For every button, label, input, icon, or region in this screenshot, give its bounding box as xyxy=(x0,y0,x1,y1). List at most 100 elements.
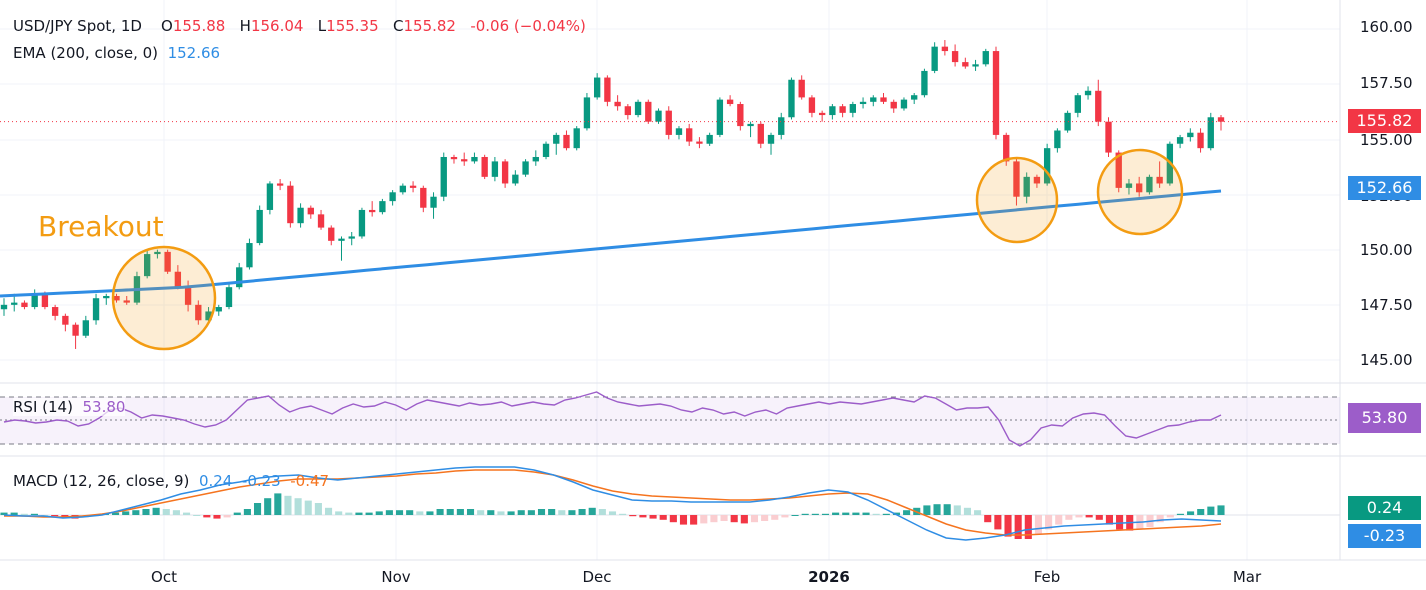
candle-body xyxy=(1207,117,1214,149)
rsi-label[interactable]: RSI (14) xyxy=(13,398,73,416)
macd-histogram-bar xyxy=(152,507,160,515)
candle-body xyxy=(338,238,345,241)
macd-histogram-bar xyxy=(1045,515,1053,530)
macd-histogram-bar xyxy=(375,511,383,515)
candle-body xyxy=(553,134,560,144)
ema-label[interactable]: EMA (200, close, 0) xyxy=(13,44,159,62)
macd-legend: MACD (12, 26, close, 9) 0.24 -0.23 -0.47 xyxy=(13,472,329,490)
macd-histogram-bar xyxy=(233,512,241,515)
low-label: L xyxy=(317,17,327,35)
candle-body xyxy=(849,104,857,113)
candle-body xyxy=(921,70,928,96)
macd-histogram-bar xyxy=(903,510,911,515)
macd-histogram-bar xyxy=(264,498,272,515)
candle-body xyxy=(21,302,28,308)
candle-body xyxy=(583,97,591,129)
symbol-label[interactable]: USD/JPY Spot, 1D xyxy=(13,17,142,35)
candle-body xyxy=(205,311,212,321)
macd-histogram-bar xyxy=(669,515,677,523)
candle-body xyxy=(481,156,488,177)
candle-body xyxy=(634,101,642,116)
macd-histogram-bar xyxy=(639,515,647,518)
candle-body xyxy=(1146,176,1153,193)
candle-body xyxy=(11,302,18,305)
macd-histogram-bar xyxy=(1004,515,1012,537)
high-value: 156.04 xyxy=(250,17,304,35)
macd-histogram-bar xyxy=(223,515,231,518)
macd-histogram-bar xyxy=(588,507,596,515)
ema-legend: EMA (200, close, 0) 152.66 xyxy=(13,44,220,62)
macd-histogram-bar xyxy=(294,498,302,515)
macd-histogram-bar xyxy=(1156,515,1164,523)
macd-histogram-bar xyxy=(1014,515,1022,539)
macd-histogram-bar xyxy=(274,493,282,515)
macd-histogram-bar xyxy=(558,510,566,515)
time-tick: Oct xyxy=(151,568,177,586)
time-tick: Mar xyxy=(1232,568,1262,586)
macd-histogram-bar xyxy=(882,513,890,515)
macd-histogram-bar xyxy=(1176,513,1184,515)
macd-histogram-bar xyxy=(953,505,961,515)
rsi-badge: 53.80 xyxy=(1348,403,1421,433)
candle-body xyxy=(1197,132,1204,149)
macd-hist-value: -0.47 xyxy=(290,472,330,490)
macd-histogram-bar xyxy=(304,500,312,515)
price-tick: 147.50 xyxy=(1360,296,1413,314)
change-value: -0.06 (−0.04%) xyxy=(470,17,586,35)
macd-histogram-bar xyxy=(730,515,738,523)
macd-label[interactable]: MACD (12, 26, close, 9) xyxy=(13,472,190,490)
macd-histogram-bar xyxy=(517,510,525,515)
time-tick: Feb xyxy=(1033,568,1061,586)
macd-histogram-bar xyxy=(1024,515,1032,539)
macd-histogram-bar xyxy=(395,510,404,515)
candle-body xyxy=(522,161,529,175)
macd-histogram-bar xyxy=(30,513,38,515)
macd-histogram-bar xyxy=(0,512,8,515)
open-value: 155.88 xyxy=(172,17,226,35)
candle-body xyxy=(1013,161,1020,197)
price-tick: 157.50 xyxy=(1360,74,1413,92)
candle-body xyxy=(818,112,826,116)
macd-histogram-bar xyxy=(385,510,393,515)
candle-body xyxy=(880,97,887,102)
candle-body xyxy=(215,307,222,312)
open-label: O xyxy=(161,17,173,35)
macd-histogram-bar xyxy=(193,515,201,516)
macd-histogram-bar xyxy=(821,513,830,515)
candle-body xyxy=(1156,176,1163,184)
candle-body xyxy=(808,97,816,113)
candle-body xyxy=(737,104,744,127)
candle-body xyxy=(399,185,407,193)
candle-body xyxy=(491,161,499,177)
candle-body xyxy=(1003,134,1010,162)
candle-body xyxy=(358,209,366,237)
candle-body xyxy=(962,62,969,67)
macd-histogram-bar xyxy=(365,512,373,515)
close-value: 155.82 xyxy=(403,17,456,35)
high-label: H xyxy=(239,17,251,35)
macd-histogram-bar xyxy=(1197,509,1205,515)
candle-body xyxy=(450,156,458,160)
macd-histogram-bar xyxy=(456,509,464,515)
macd-histogram-bar xyxy=(477,510,485,515)
macd-histogram-bar xyxy=(203,515,211,518)
macd-histogram-bar xyxy=(406,510,414,515)
candle-body xyxy=(409,185,417,188)
candle-body xyxy=(1023,176,1030,197)
candle-body xyxy=(307,207,314,215)
macd-histogram-bar xyxy=(649,515,657,519)
macd-histogram-bar xyxy=(679,515,688,525)
candle-body xyxy=(368,209,376,213)
macd-histogram-bar xyxy=(51,515,59,517)
macd-histogram-bar xyxy=(771,515,779,520)
candle-body xyxy=(624,106,632,116)
macd-histogram-bar xyxy=(1085,515,1093,518)
macd-histogram-bar xyxy=(284,495,292,515)
macd-histogram-bar xyxy=(578,509,586,515)
macd-histogram-bar xyxy=(872,513,880,515)
candle-body xyxy=(297,207,304,224)
macd-histogram-bar xyxy=(710,515,718,523)
candle-body xyxy=(123,300,130,303)
candle-body xyxy=(1187,132,1194,138)
